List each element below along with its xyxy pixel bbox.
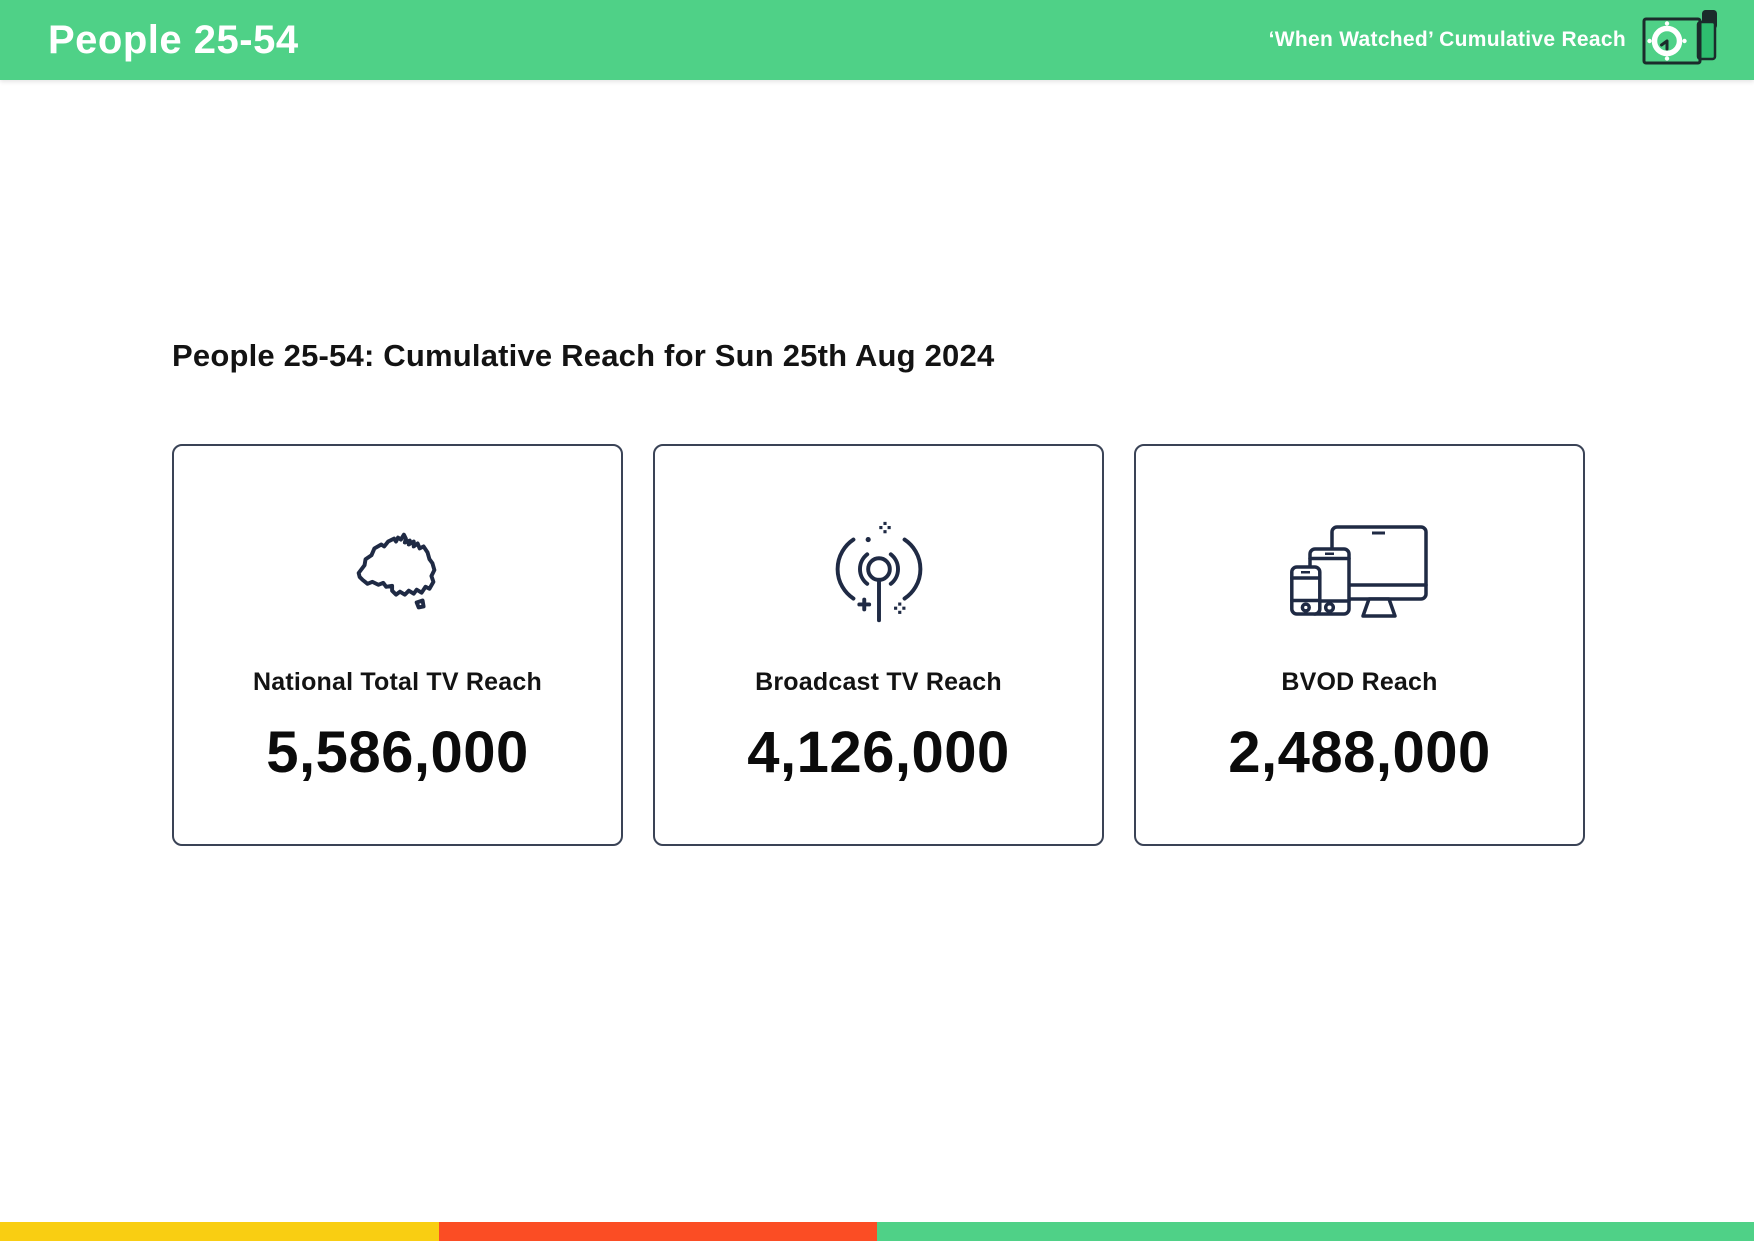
footer-segment-yellow: [0, 1222, 439, 1241]
footer-segment-red: [438, 1222, 877, 1241]
card-value: 2,488,000: [1228, 720, 1491, 785]
card-label: National Total TV Reach: [253, 668, 542, 696]
broadcast-antenna-icon: [820, 512, 938, 634]
when-watched-clock-device-icon: [1642, 9, 1720, 71]
card-bvod-reach: BVOD Reach 2,488,000: [1134, 444, 1585, 846]
card-value: 4,126,000: [747, 720, 1010, 785]
footer-segment-green: [877, 1222, 1754, 1241]
australia-map-icon: [339, 512, 457, 634]
card-broadcast-tv-reach: Broadcast TV Reach 4,126,000: [653, 444, 1104, 846]
header-bar: People 25-54 ‘When Watched’ Cumulative R…: [0, 0, 1754, 80]
kpi-card-row: National Total TV Reach 5,586,000: [172, 444, 1585, 846]
footer-color-bar: [0, 1222, 1754, 1241]
card-national-total-tv-reach: National Total TV Reach 5,586,000: [172, 444, 623, 846]
header-right-group: ‘When Watched’ Cumulative Reach: [1269, 9, 1720, 71]
section-heading: People 25-54: Cumulative Reach for Sun 2…: [172, 338, 995, 373]
card-label: Broadcast TV Reach: [755, 668, 1002, 696]
multi-device-icon: [1289, 512, 1430, 634]
card-value: 5,586,000: [266, 720, 529, 785]
header-subtitle: ‘When Watched’ Cumulative Reach: [1268, 28, 1626, 51]
page-title: People 25-54: [48, 17, 299, 62]
card-label: BVOD Reach: [1281, 668, 1438, 696]
